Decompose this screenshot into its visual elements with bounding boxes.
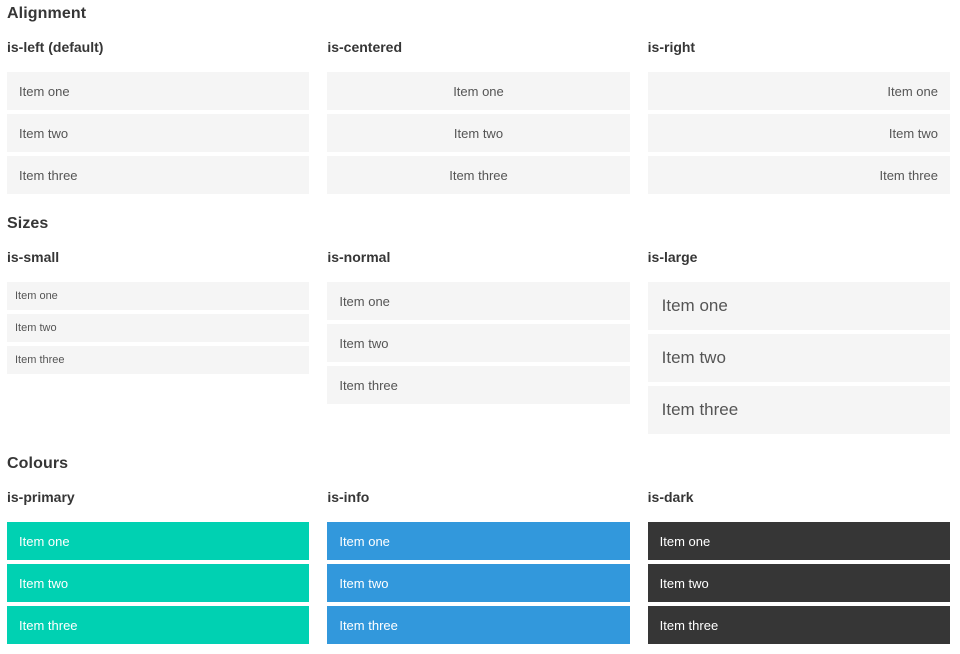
- list-item: Item three: [327, 366, 630, 404]
- list-item: Item three: [7, 606, 310, 644]
- list-item: Item one: [647, 72, 950, 110]
- list-item: Item one: [7, 522, 310, 560]
- column-is-info: is-info Item one Item two Item three: [327, 489, 630, 644]
- list-item: Item one: [647, 522, 950, 560]
- list-item: Item two: [7, 114, 310, 152]
- colours-columns: is-primary Item one Item two Item three is…: [7, 489, 950, 644]
- list-item: Item one: [7, 282, 310, 310]
- list-is-large: Item one Item two Item three: [647, 282, 950, 434]
- list-item: Item two: [647, 114, 950, 152]
- column-heading-is-dark: is-dark: [647, 489, 694, 505]
- column-is-normal: is-normal Item one Item two Item three: [327, 249, 630, 404]
- column-is-small: is-small Item one Item two Item three: [7, 249, 310, 374]
- column-heading-is-small: is-small: [7, 249, 60, 265]
- list-item: Item one: [327, 72, 630, 110]
- list-is-centered: Item one Item two Item three: [327, 72, 630, 194]
- list-is-small: Item one Item two Item three: [7, 282, 310, 374]
- column-is-dark: is-dark Item one Item two Item three: [647, 489, 950, 644]
- list-item: Item one: [327, 522, 630, 560]
- list-item: Item two: [327, 114, 630, 152]
- list-is-right: Item one Item two Item three: [647, 72, 950, 194]
- list-item: Item three: [647, 386, 950, 434]
- list-item: Item one: [647, 282, 950, 330]
- list-item: Item two: [7, 564, 310, 602]
- section-alignment: Alignment is-left (default) Item one Item…: [7, 4, 950, 194]
- section-title-sizes: Sizes: [7, 215, 49, 232]
- list-item: Item two: [647, 334, 950, 382]
- list-item: Item three: [647, 156, 950, 194]
- column-heading-is-right: is-right: [647, 39, 696, 55]
- list-is-info: Item one Item two Item three: [327, 522, 630, 644]
- column-heading-is-left: is-left (default): [7, 39, 104, 55]
- list-is-left: Item one Item two Item three: [7, 72, 310, 194]
- column-heading-is-large: is-large: [647, 249, 698, 265]
- section-sizes: Sizes is-small Item one Item two Item thre…: [7, 214, 950, 434]
- list-item: Item three: [327, 156, 630, 194]
- section-title-colours: Colours: [7, 455, 69, 472]
- section-title-alignment: Alignment: [7, 5, 87, 22]
- sizes-columns: is-small Item one Item two Item three is-n…: [7, 249, 950, 434]
- column-heading-is-normal: is-normal: [327, 249, 391, 265]
- column-is-centered: is-centered Item one Item two Item three: [327, 39, 630, 194]
- list-item: Item two: [327, 564, 630, 602]
- column-heading-is-primary: is-primary: [7, 489, 75, 505]
- list-item: Item three: [7, 156, 310, 194]
- list-item: Item one: [7, 72, 310, 110]
- column-is-left: is-left (default) Item one Item two Item t…: [7, 39, 310, 194]
- alignment-columns: is-left (default) Item one Item two Item t…: [7, 39, 950, 194]
- list-item: Item one: [327, 282, 630, 320]
- section-colours: Colours is-primary Item one Item two Item …: [7, 454, 950, 644]
- column-is-large: is-large Item one Item two Item three: [647, 249, 950, 434]
- list-is-dark: Item one Item two Item three: [647, 522, 950, 644]
- list-item: Item three: [327, 606, 630, 644]
- list-item: Item three: [7, 346, 310, 374]
- column-heading-is-info: is-info: [327, 489, 370, 505]
- list-is-normal: Item one Item two Item three: [327, 282, 630, 404]
- list-item: Item two: [327, 324, 630, 362]
- column-is-right: is-right Item one Item two Item three: [647, 39, 950, 194]
- list-item: Item three: [647, 606, 950, 644]
- column-heading-is-centered: is-centered: [327, 39, 403, 55]
- list-item: Item two: [7, 314, 310, 342]
- list-is-primary: Item one Item two Item three: [7, 522, 310, 644]
- list-item: Item two: [647, 564, 950, 602]
- column-is-primary: is-primary Item one Item two Item three: [7, 489, 310, 644]
